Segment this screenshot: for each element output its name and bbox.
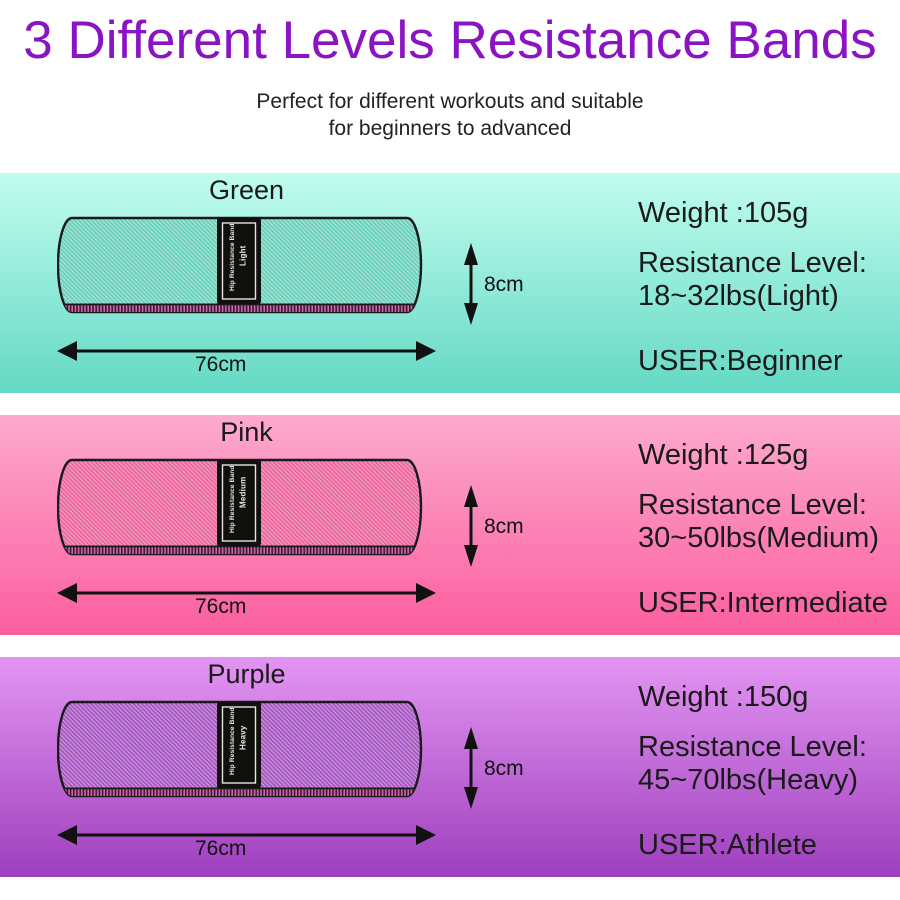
svg-text:Medium: Medium xyxy=(239,477,248,508)
svg-text:Heavy: Heavy xyxy=(239,725,248,750)
svg-text:Hip Resistance Band: Hip Resistance Band xyxy=(229,224,236,292)
svg-text:Hip Resistance Band: Hip Resistance Band xyxy=(229,708,236,776)
svg-text:Light: Light xyxy=(239,245,248,266)
svg-text:Hip Resistance Band: Hip Resistance Band xyxy=(229,466,236,534)
